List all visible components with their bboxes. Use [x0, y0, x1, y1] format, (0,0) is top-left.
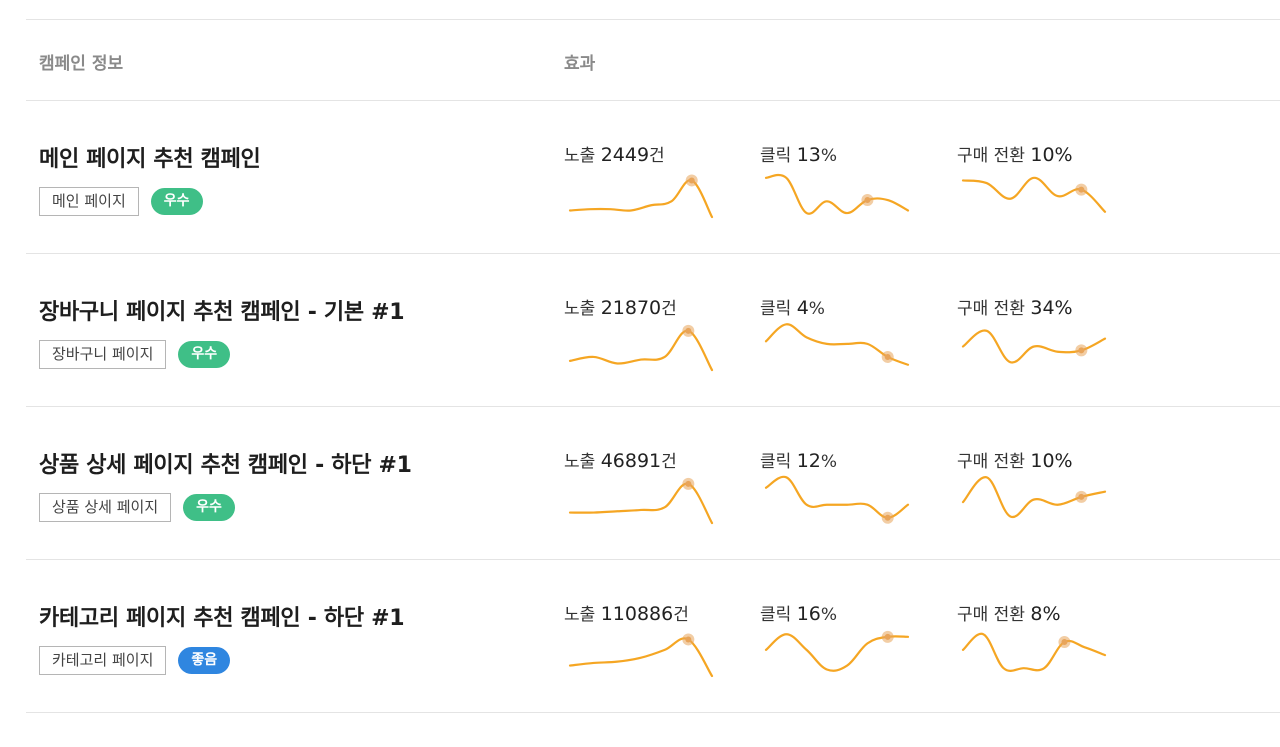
sparkline-line [764, 475, 910, 519]
metric-impressions: 노출 46891건 [564, 447, 724, 547]
sparkline-marker [884, 633, 891, 640]
metric-unit: 건 [661, 452, 677, 472]
metric-value: 8% [1030, 603, 1061, 625]
metric-label: 구매 전환 [957, 605, 1025, 625]
metric-value: 2449 [600, 144, 650, 166]
campaign-title[interactable]: 메인 페이지 추천 캠페인 [39, 147, 261, 172]
metric-impressions: 노출 2449건 [564, 141, 724, 241]
sparkline-marker [1078, 493, 1085, 500]
metric-unit: % [820, 605, 838, 625]
metric-label: 노출 [564, 605, 596, 625]
metric-value: 10% [1030, 144, 1073, 166]
metric-unit: % [820, 146, 838, 166]
status-badge: 우수 [178, 341, 231, 368]
sparkline-marker [1078, 347, 1085, 354]
sparkline-line [764, 173, 910, 215]
metric-label: 구매 전환 [957, 452, 1025, 472]
metric-label: 구매 전환 [957, 299, 1025, 319]
status-badge: 우수 [183, 494, 235, 521]
campaign-row[interactable]: 상품 상세 페이지 추천 캠페인 - 하단 #1 상품 상세 페이지 우수 노출… [26, 407, 1280, 560]
sparkline-chart [764, 323, 910, 366]
page-tag: 메인 페이지 [39, 187, 139, 216]
page-tag: 장바구니 페이지 [39, 340, 167, 369]
sparkline-marker [688, 177, 695, 184]
page-tag: 카테고리 페이지 [39, 646, 167, 675]
status-badge: 우수 [150, 188, 203, 215]
sparkline-chart [764, 475, 910, 524]
metric-label: 노출 [564, 452, 596, 472]
sparkline-chart [961, 476, 1107, 519]
metric-clicks: 클릭 13% [760, 141, 920, 241]
sparkline-marker [685, 480, 692, 487]
sparkline-chart [961, 329, 1107, 364]
campaign-row[interactable]: 카테고리 페이지 추천 캠페인 - 하단 #1 카테고리 페이지 좋음 노출 1… [26, 560, 1280, 713]
metric-label: 노출 [564, 299, 596, 319]
metric-unit: % [808, 299, 825, 319]
metric-conversion: 구매 전환 10% [957, 447, 1117, 547]
sparkline-marker [884, 353, 891, 360]
metric-label: 클릭 [760, 299, 792, 319]
sparkline-marker [884, 514, 891, 521]
metric-value: 10% [1030, 450, 1073, 472]
sparkline-chart [961, 632, 1107, 672]
sparkline-line [961, 632, 1107, 672]
metric-unit: % [820, 452, 838, 472]
metric-value: 4 [796, 297, 809, 319]
sparkline-marker [1078, 186, 1085, 193]
campaign-title[interactable]: 장바구니 페이지 추천 캠페인 - 기본 #1 [39, 300, 405, 325]
sparkline-marker [685, 327, 692, 334]
campaign-row[interactable]: 장바구니 페이지 추천 캠페인 - 기본 #1 장바구니 페이지 우수 노출 2… [26, 254, 1280, 407]
metric-clicks: 클릭 12% [760, 447, 920, 547]
metric-impressions: 노출 110886건 [564, 600, 724, 700]
metric-conversion: 구매 전환 34% [957, 294, 1117, 394]
metric-label: 클릭 [760, 452, 792, 472]
sparkline-chart [568, 633, 714, 678]
metric-clicks: 클릭 16% [760, 600, 920, 700]
metric-value: 12 [796, 450, 821, 472]
metric-clicks: 클릭 4% [760, 294, 920, 394]
sparkline-chart [961, 176, 1107, 213]
sparkline-chart [568, 477, 714, 525]
metric-conversion: 구매 전환 8% [957, 600, 1117, 700]
metric-value: 110886 [600, 603, 674, 625]
metric-unit: 건 [649, 146, 665, 166]
metric-value: 13 [796, 144, 821, 166]
metric-label: 클릭 [760, 605, 792, 625]
metric-impressions: 노출 21870건 [564, 294, 724, 394]
page-tag: 상품 상세 페이지 [39, 493, 172, 522]
column-header-effect: 효과 [564, 54, 596, 74]
campaign-title[interactable]: 상품 상세 페이지 추천 캠페인 - 하단 #1 [39, 453, 412, 478]
campaign-title[interactable]: 카테고리 페이지 추천 캠페인 - 하단 #1 [39, 606, 405, 631]
sparkline-chart [568, 174, 714, 219]
sparkline-marker [685, 636, 692, 643]
column-header-campaign-info: 캠페인 정보 [39, 54, 124, 74]
metric-label: 클릭 [760, 146, 792, 166]
sparkline-line [568, 482, 714, 525]
metric-value: 46891 [600, 450, 662, 472]
sparkline-chart [568, 324, 714, 372]
sparkline-chart [764, 630, 910, 672]
metric-label: 구매 전환 [957, 146, 1025, 166]
campaign-row[interactable]: 메인 페이지 추천 캠페인 메인 페이지 우수 노출 2449건 클릭 13% … [26, 101, 1280, 254]
metric-value: 34% [1030, 297, 1073, 319]
metric-value: 16 [796, 603, 821, 625]
table-header: 캠페인 정보 효과 [26, 20, 1280, 101]
metric-label: 노출 [564, 146, 596, 166]
sparkline-chart [764, 173, 910, 215]
status-badge: 좋음 [178, 647, 231, 674]
metric-conversion: 구매 전환 10% [957, 141, 1117, 241]
sparkline-marker [864, 197, 871, 204]
metric-unit: 건 [661, 299, 677, 319]
sparkline-marker [1061, 639, 1068, 646]
metric-unit: 건 [673, 605, 689, 625]
metric-value: 21870 [600, 297, 662, 319]
top-divider [26, 19, 1280, 20]
sparkline-line [568, 329, 714, 372]
